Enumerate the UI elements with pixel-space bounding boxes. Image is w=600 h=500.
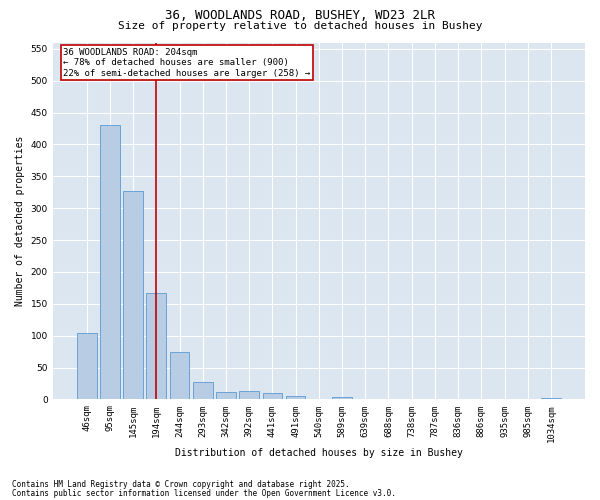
Bar [239,391,259,400]
Bar [146,293,166,400]
Bar [77,332,97,400]
Bar [541,398,561,400]
X-axis label: Distribution of detached houses by size in Bushey: Distribution of detached houses by size … [175,448,463,458]
Bar [170,352,190,400]
Bar [216,392,236,400]
Bar [123,191,143,400]
Y-axis label: Number of detached properties: Number of detached properties [15,136,25,306]
Text: Contains public sector information licensed under the Open Government Licence v3: Contains public sector information licen… [12,488,396,498]
Bar [263,393,282,400]
Text: Size of property relative to detached houses in Bushey: Size of property relative to detached ho… [118,21,482,31]
Bar [286,396,305,400]
Bar [193,382,212,400]
Text: Contains HM Land Registry data © Crown copyright and database right 2025.: Contains HM Land Registry data © Crown c… [12,480,350,489]
Bar [332,397,352,400]
Text: 36, WOODLANDS ROAD, BUSHEY, WD23 2LR: 36, WOODLANDS ROAD, BUSHEY, WD23 2LR [165,9,435,22]
Bar [100,126,120,400]
Text: 36 WOODLANDS ROAD: 204sqm
← 78% of detached houses are smaller (900)
22% of semi: 36 WOODLANDS ROAD: 204sqm ← 78% of detac… [64,48,311,78]
